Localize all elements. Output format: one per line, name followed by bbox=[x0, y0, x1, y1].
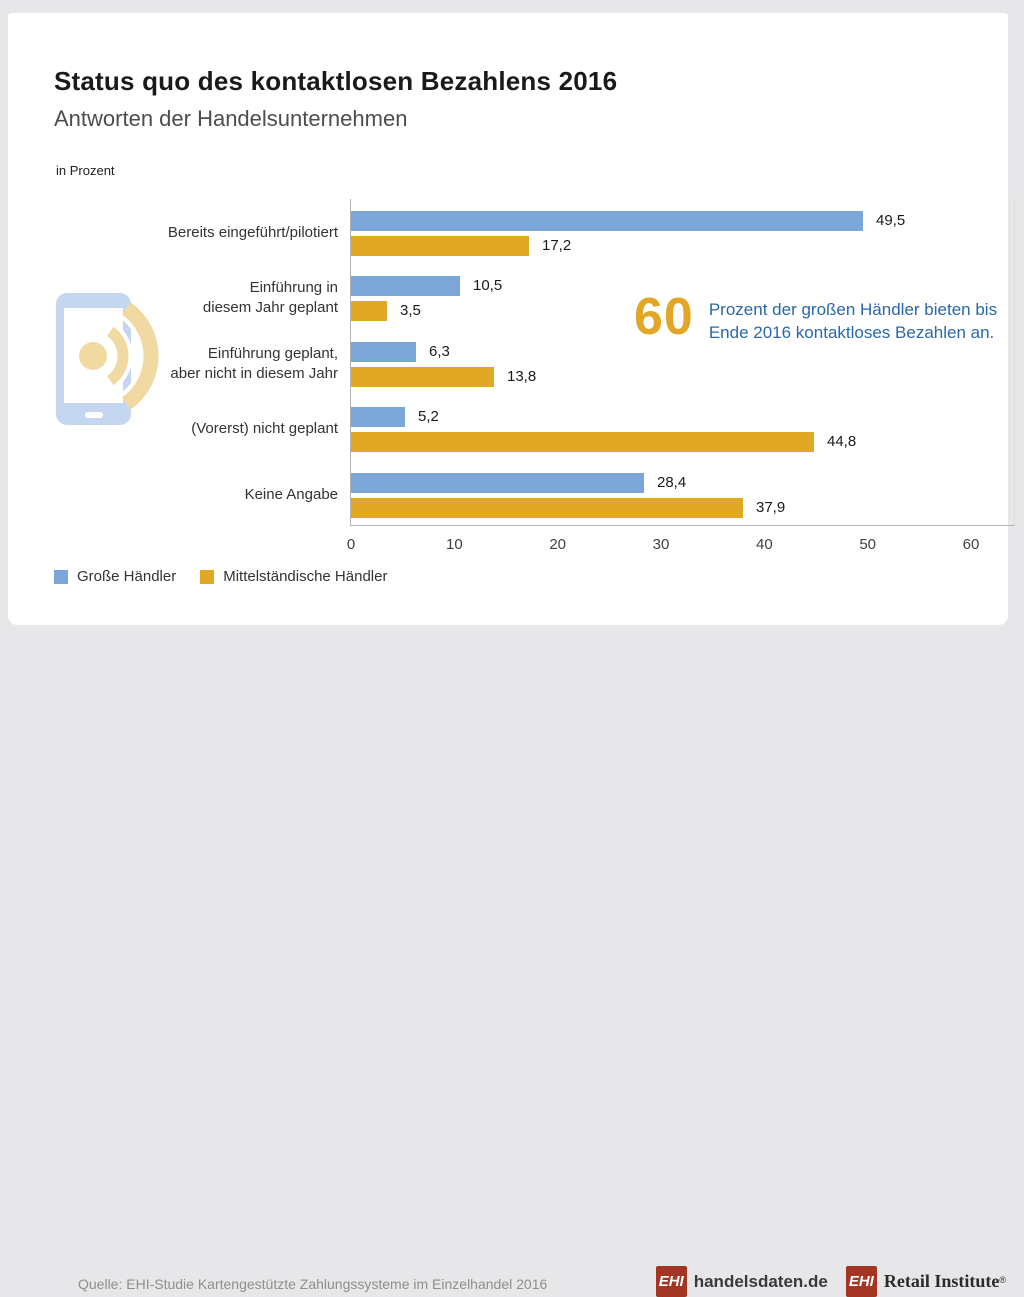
page-title: Status quo des kontaktlosen Bezahlens 20… bbox=[54, 66, 618, 96]
page-subtitle: Antworten der Handelsunternehmen bbox=[54, 106, 408, 131]
infographic-page: Status quo des kontaktlosen Bezahlens 20… bbox=[0, 13, 1024, 1297]
bar-grosse-haendler bbox=[351, 276, 460, 296]
bar-value-label: 37,9 bbox=[756, 499, 786, 516]
bar-mittelstaendische-haendler bbox=[351, 498, 743, 518]
legend-item: Große Händler bbox=[54, 568, 176, 585]
bar-mittelstaendische-haendler bbox=[351, 432, 814, 452]
bar-value-label: 13,8 bbox=[507, 368, 537, 385]
footer: Quelle: EHI-Studie Kartengestützte Zahlu… bbox=[0, 625, 1024, 1297]
x-axis-tick-label: 30 bbox=[652, 536, 670, 553]
bar-value-label: 28,4 bbox=[657, 474, 687, 491]
ehi-logo-icon: EHI bbox=[845, 1266, 877, 1297]
bar-chart: Bereits eingeführt/pilotiert 49,5 17,2 Einf… bbox=[8, 13, 1024, 706]
bar-value-label: 5,2 bbox=[418, 408, 439, 425]
unit-label: in Prozent bbox=[56, 163, 115, 178]
x-axis-tick-label: 50 bbox=[859, 536, 876, 553]
legend-label: Große Händler bbox=[77, 568, 177, 585]
footer-logos: EHI handelsdaten.de EHI Retail Institute… bbox=[655, 1266, 1006, 1297]
bar-grosse-haendler bbox=[351, 473, 644, 493]
legend-swatch-icon bbox=[54, 569, 68, 584]
bar-mittelstaendische-haendler bbox=[351, 301, 387, 321]
x-axis-tick-label: 10 bbox=[445, 536, 463, 553]
bar-mittelstaendische-haendler bbox=[351, 236, 529, 256]
logo-retail-institute: EHI Retail Institute ® bbox=[845, 1266, 1006, 1297]
bar-value-label: 17,2 bbox=[542, 237, 572, 254]
callout-text-line1: Prozent der großen Händler bieten bis bbox=[708, 300, 998, 319]
x-axis-tick-label: 20 bbox=[549, 536, 566, 553]
logo-handelsdaten-label: handelsdaten.de bbox=[693, 1271, 828, 1291]
x-axis-tick-label: 0 bbox=[346, 536, 356, 553]
bar-mittelstaendische-haendler bbox=[351, 367, 494, 387]
callout-text-line2: Ende 2016 kontaktloses Bezahlen an. bbox=[708, 323, 995, 342]
callout-number: 60 bbox=[634, 288, 694, 346]
category-label: Einführung in diesem Jahr geplant bbox=[202, 279, 338, 316]
bar-value-label: 49,5 bbox=[876, 212, 906, 229]
registered-mark: ® bbox=[999, 1274, 1006, 1285]
category-label: Keine Angabe bbox=[244, 486, 338, 503]
source-note: Quelle: EHI-Studie Kartengestützte Zahlu… bbox=[78, 1276, 548, 1292]
plot-frame bbox=[350, 199, 1015, 526]
bar-value-label: 6,3 bbox=[429, 343, 450, 360]
category-label: Einführung geplant, aber nicht in diesem … bbox=[170, 345, 338, 382]
logo-handelsdaten: EHI handelsdaten.de bbox=[655, 1266, 828, 1297]
bar-value-label: 3,5 bbox=[400, 302, 421, 319]
bar-grosse-haendler bbox=[351, 342, 416, 362]
ehi-logo-icon: EHI bbox=[655, 1266, 687, 1297]
contactless-phone-icon bbox=[56, 293, 163, 425]
x-axis-tick-label: 60 bbox=[962, 536, 980, 553]
bar-value-label: 44,8 bbox=[827, 433, 857, 450]
logo-retail-institute-label: Retail Institute bbox=[883, 1271, 1000, 1291]
category-label: (Vorerst) nicht geplant bbox=[191, 420, 338, 437]
x-axis-tick-label: 40 bbox=[755, 536, 773, 553]
category-label: Bereits eingeführt/pilotiert bbox=[167, 224, 338, 241]
legend-label: Mittelständische Händler bbox=[223, 568, 388, 585]
chart-legend: Große Händler Mittelständische Händler bbox=[54, 568, 387, 585]
bar-value-label: 10,5 bbox=[473, 277, 503, 294]
bar-grosse-haendler bbox=[351, 407, 405, 427]
content-card: Status quo des kontaktlosen Bezahlens 20… bbox=[8, 13, 1015, 625]
bar-grosse-haendler bbox=[351, 211, 863, 231]
highlight-callout: 60 Prozent der großen Händler bieten bis… bbox=[634, 289, 997, 345]
legend-item: Mittelständische Händler bbox=[200, 568, 387, 585]
callout-text: Prozent der großen Händler bieten bis En… bbox=[709, 298, 997, 344]
legend-swatch-icon bbox=[200, 569, 215, 584]
